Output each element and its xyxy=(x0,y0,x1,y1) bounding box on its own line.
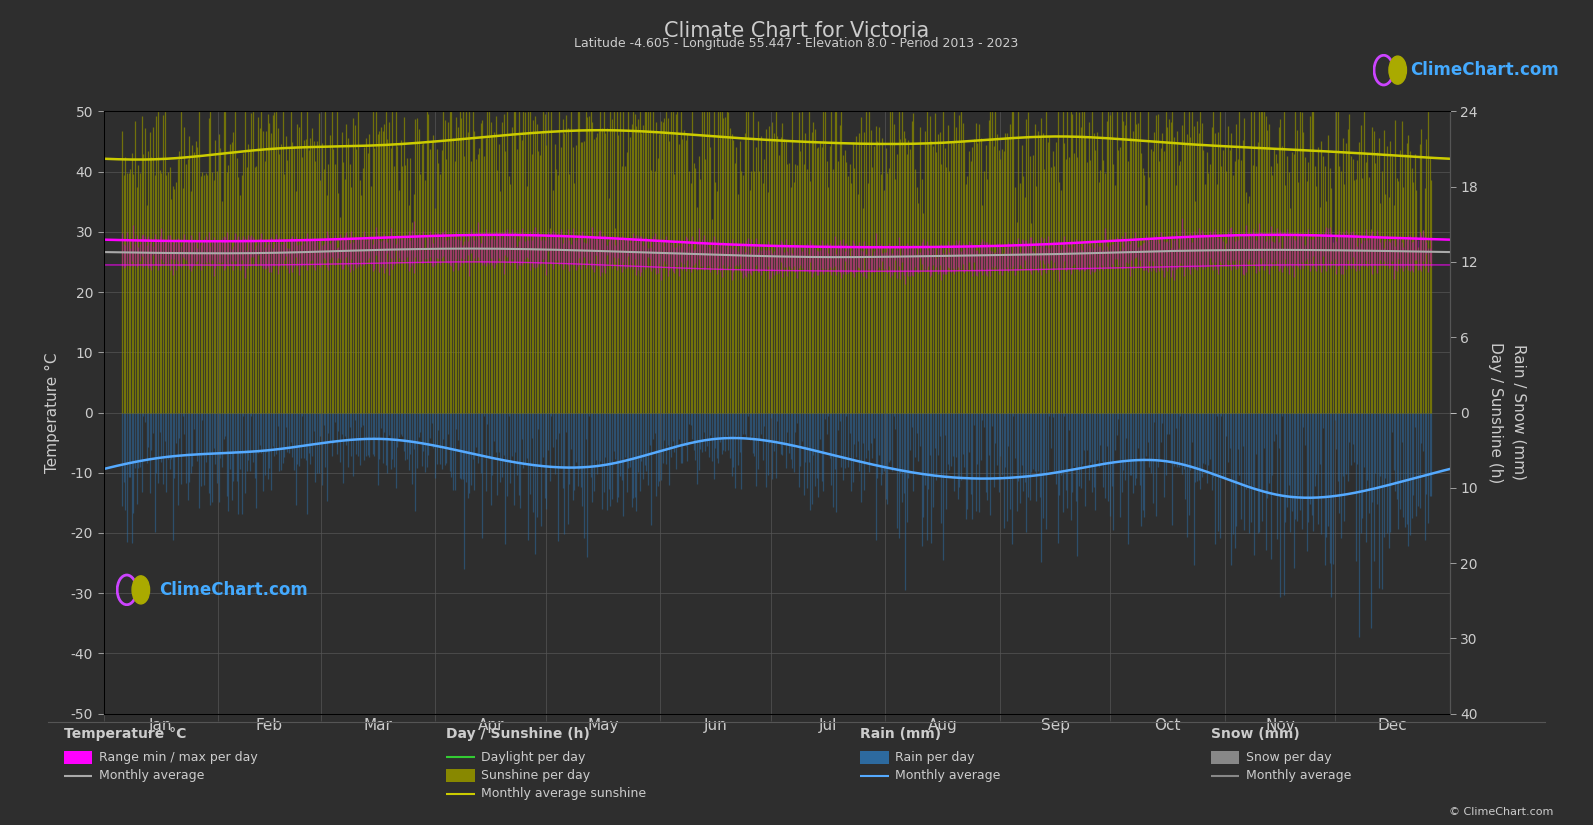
Text: ClimeChart.com: ClimeChart.com xyxy=(1410,61,1558,79)
Y-axis label: Day / Sunshine (h): Day / Sunshine (h) xyxy=(1488,342,1502,483)
Text: Daylight per day: Daylight per day xyxy=(481,751,586,764)
Text: © ClimeChart.com: © ClimeChart.com xyxy=(1448,807,1553,817)
Text: Day / Sunshine (h): Day / Sunshine (h) xyxy=(446,728,589,742)
Text: Monthly average: Monthly average xyxy=(895,769,1000,782)
Text: Climate Chart for Victoria: Climate Chart for Victoria xyxy=(664,21,929,40)
Text: Snow per day: Snow per day xyxy=(1246,751,1332,764)
Y-axis label: Temperature °C: Temperature °C xyxy=(45,352,59,473)
Y-axis label: Rain / Snow (mm): Rain / Snow (mm) xyxy=(1512,345,1526,480)
Text: Monthly average sunshine: Monthly average sunshine xyxy=(481,787,647,800)
Text: Range min / max per day: Range min / max per day xyxy=(99,751,258,764)
Text: Monthly average: Monthly average xyxy=(99,769,204,782)
Ellipse shape xyxy=(132,576,150,604)
Text: ClimeChart.com: ClimeChart.com xyxy=(159,581,307,599)
Ellipse shape xyxy=(1389,56,1407,84)
Text: Rain (mm): Rain (mm) xyxy=(860,728,941,742)
Text: Snow (mm): Snow (mm) xyxy=(1211,728,1300,742)
Text: Latitude -4.605 - Longitude 55.447 - Elevation 8.0 - Period 2013 - 2023: Latitude -4.605 - Longitude 55.447 - Ele… xyxy=(575,37,1018,50)
Text: Temperature °C: Temperature °C xyxy=(64,728,186,742)
Text: Rain per day: Rain per day xyxy=(895,751,975,764)
Text: Monthly average: Monthly average xyxy=(1246,769,1351,782)
Text: Sunshine per day: Sunshine per day xyxy=(481,769,591,782)
